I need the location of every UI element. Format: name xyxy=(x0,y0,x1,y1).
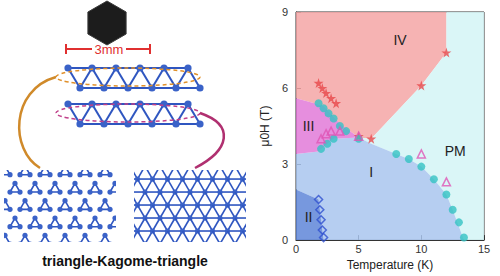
svg-text:6: 6 xyxy=(282,82,288,94)
svg-text:15: 15 xyxy=(478,243,490,255)
svg-text:9: 9 xyxy=(282,6,288,18)
svg-text:μ0H (T): μ0H (T) xyxy=(258,106,272,147)
svg-text:triangle-Kagome-triangle: triangle-Kagome-triangle xyxy=(42,253,208,269)
svg-text:3mm: 3mm xyxy=(95,42,124,57)
svg-text:0: 0 xyxy=(282,234,288,246)
svg-text:10: 10 xyxy=(415,243,427,255)
svg-text:III: III xyxy=(303,118,315,134)
svg-text:Temperature (K): Temperature (K) xyxy=(347,258,434,272)
svg-text:I: I xyxy=(369,164,373,180)
svg-text:0: 0 xyxy=(293,243,299,255)
svg-text:II: II xyxy=(305,209,313,225)
svg-text:IV: IV xyxy=(393,32,407,48)
svg-text:3: 3 xyxy=(282,158,288,170)
svg-text:PM: PM xyxy=(445,143,466,159)
svg-text:5: 5 xyxy=(356,243,362,255)
